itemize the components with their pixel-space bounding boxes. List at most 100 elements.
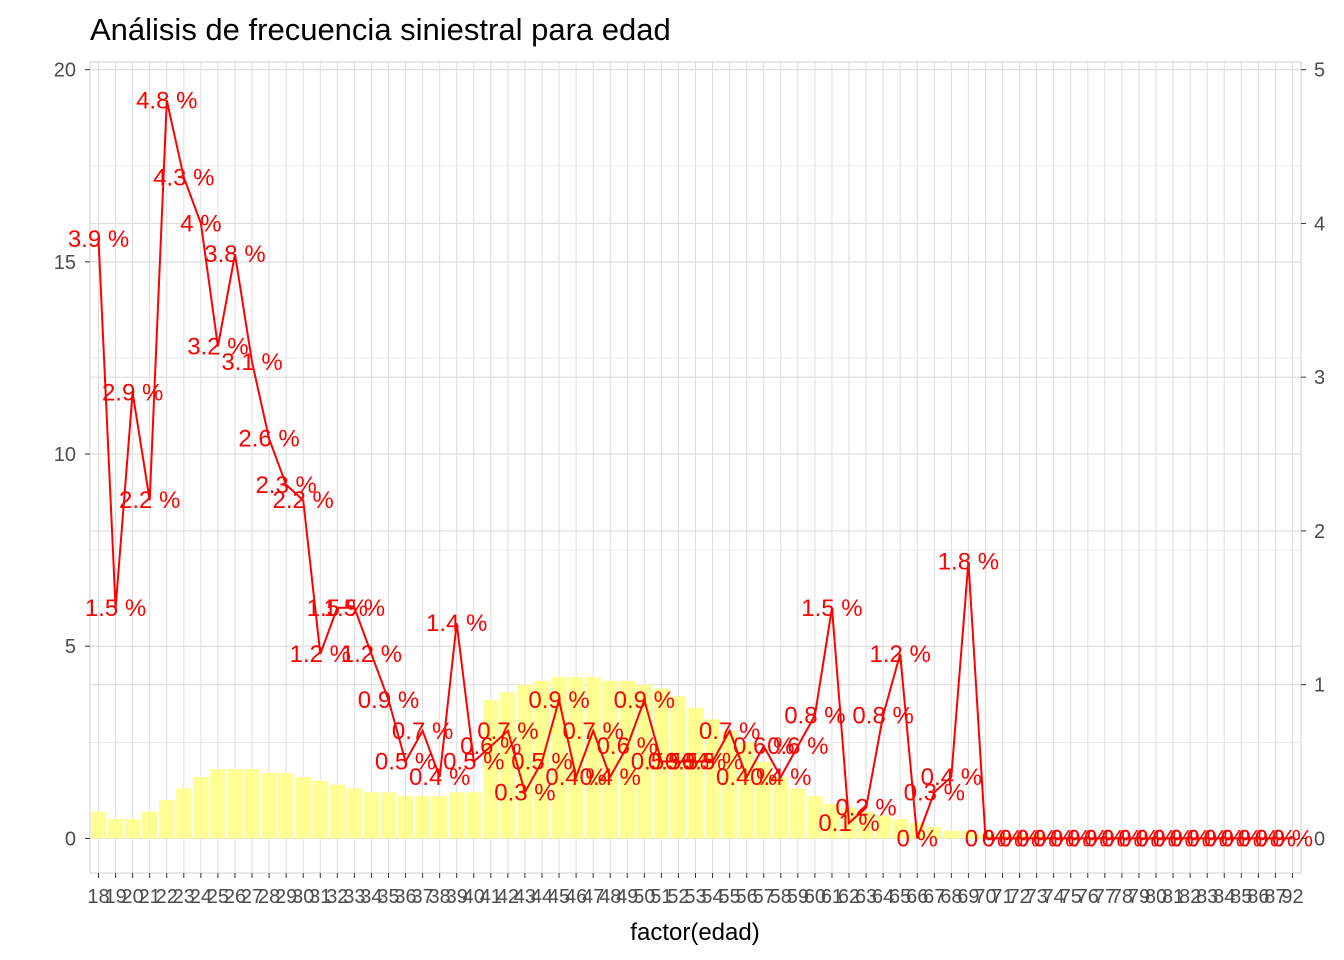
- x-tick-label: 25: [207, 886, 229, 908]
- data-label: 0 %: [1238, 825, 1279, 852]
- bar: [875, 815, 891, 839]
- x-tick-label: 83: [1196, 886, 1218, 908]
- x-tick-label: 78: [1111, 886, 1133, 908]
- data-label: 1.2 %: [869, 641, 930, 668]
- bar: [431, 796, 448, 839]
- data-label: 3.8 %: [204, 241, 265, 268]
- y2-tick-label: 0: [1314, 828, 1325, 850]
- x-tick-label: 71: [991, 886, 1013, 908]
- x-tick-label: 61: [821, 886, 843, 908]
- bar: [466, 792, 482, 839]
- x-tick-label: 69: [957, 886, 979, 908]
- x-tick-label: 73: [1026, 886, 1048, 908]
- y2-tick-label: 5: [1314, 60, 1325, 82]
- data-label: 0.1 %: [818, 810, 879, 837]
- bar: [517, 684, 533, 839]
- x-tick-label: 43: [514, 886, 536, 908]
- x-tick-label: 79: [1128, 886, 1150, 908]
- x-tick-label: 38: [429, 886, 451, 908]
- x-tick-label: 21: [139, 886, 161, 908]
- data-label: 0.5 %: [665, 749, 726, 776]
- y2-tick-label: 4: [1314, 213, 1325, 235]
- data-label: 0 %: [1033, 825, 1074, 852]
- data-label: 0 %: [1152, 825, 1193, 852]
- data-label: 0 %: [1135, 825, 1176, 852]
- x-tick-label: 49: [616, 886, 638, 908]
- data-label: 0.2 %: [835, 795, 896, 822]
- data-label: 0 %: [897, 825, 938, 852]
- bar: [329, 784, 345, 839]
- data-label: 2.6 %: [238, 426, 299, 453]
- x-tick-label: 80: [1145, 886, 1167, 908]
- x-tick-label: 75: [1060, 886, 1082, 908]
- data-label: 1.5 %: [85, 595, 146, 622]
- data-label: 1.4 %: [426, 610, 487, 637]
- x-tick-label: 47: [582, 886, 604, 908]
- x-tick-label: 68: [940, 886, 962, 908]
- y2-tick-label: 1: [1314, 675, 1325, 697]
- x-tick-label: 72: [1008, 886, 1030, 908]
- y2-tick-label: 3: [1314, 367, 1325, 389]
- y-tick-label: 10: [54, 444, 76, 466]
- bar: [636, 684, 653, 839]
- bar: [261, 773, 277, 839]
- bar: [124, 819, 141, 839]
- data-label: 1.5 %: [307, 595, 368, 622]
- data-label: 0.6 %: [460, 733, 521, 760]
- bar: [585, 676, 601, 839]
- data-label: 2.2 %: [119, 487, 180, 514]
- x-tick-label: 42: [497, 886, 519, 908]
- data-label: 0.5 %: [648, 749, 709, 776]
- x-tick-label: 57: [753, 886, 775, 908]
- data-label: 0 %: [1016, 825, 1057, 852]
- bar: [1011, 834, 1028, 839]
- x-tick-label: 32: [326, 886, 348, 908]
- data-label: 3.1 %: [221, 349, 282, 376]
- bar: [1028, 834, 1045, 839]
- x-tick-label: 52: [667, 886, 689, 908]
- x-tick-label: 28: [258, 886, 280, 908]
- x-tick-label: 63: [855, 886, 877, 908]
- x-tick-label: 59: [787, 886, 809, 908]
- x-tick-label: 50: [633, 886, 655, 908]
- x-tick-label: 84: [1213, 886, 1235, 908]
- x-tick-label: 77: [1094, 886, 1116, 908]
- y-tick-label: 15: [54, 252, 76, 274]
- data-label: 0 %: [982, 825, 1023, 852]
- y-tick-label: 5: [65, 636, 76, 658]
- x-tick-label: 82: [1179, 886, 1201, 908]
- x-tick-label: 44: [531, 886, 553, 908]
- y-tick-label: 0: [65, 828, 76, 850]
- bar: [380, 792, 397, 839]
- x-axis-title: factor(edad): [630, 919, 759, 946]
- bar: [346, 788, 363, 839]
- x-tick-label: 60: [804, 886, 826, 908]
- data-label: 0.5 %: [631, 749, 692, 776]
- data-label: 0.8 %: [784, 702, 845, 729]
- data-label: 0.3 %: [904, 779, 965, 806]
- bar: [926, 826, 942, 839]
- data-label: 0.7 %: [699, 718, 760, 745]
- data-label: 0.5 %: [375, 749, 436, 776]
- x-tick-label: 87: [1264, 886, 1286, 908]
- x-tick-label: 58: [770, 886, 792, 908]
- bar: [363, 792, 380, 839]
- x-tick-label: 27: [241, 886, 263, 908]
- x-tick-label: 22: [156, 886, 178, 908]
- bar: [943, 830, 960, 839]
- x-tick-label: 53: [684, 886, 706, 908]
- bar: [312, 780, 328, 839]
- bar: [397, 796, 414, 839]
- data-label: 3.2 %: [187, 333, 248, 360]
- data-label: 1.2 %: [341, 641, 402, 668]
- bar: [756, 761, 772, 839]
- data-label: 0.9 %: [614, 687, 675, 714]
- bar: [142, 811, 158, 839]
- data-label: 0 %: [1050, 825, 1091, 852]
- data-label: 0.6 %: [767, 733, 828, 760]
- x-tick-label: 51: [650, 886, 672, 908]
- bar: [602, 680, 618, 839]
- data-label: 0 %: [1118, 825, 1159, 852]
- x-tick-label: 62: [838, 886, 860, 908]
